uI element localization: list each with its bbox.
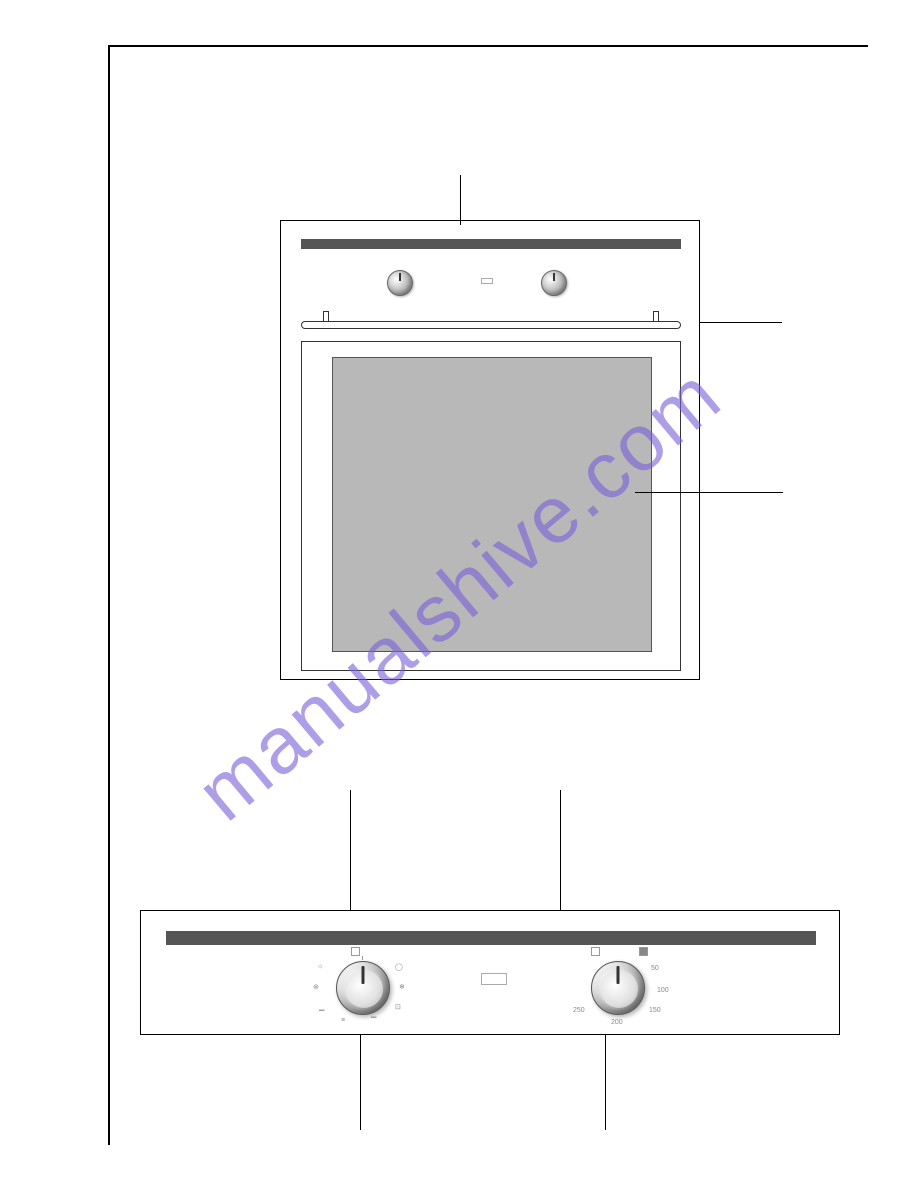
page-border-top [108, 45, 868, 47]
control-panel-diagram: ☼ ⊛ ▁ ≡ ▔ ⊡ ❄ ◯ 50 100 150 200 250 [140, 910, 840, 1035]
pointer-panel-bottom-left [360, 1035, 361, 1130]
function-knob-inner [345, 970, 383, 1008]
panel-vent-bar [166, 931, 816, 945]
temp-50: 50 [651, 965, 659, 972]
oven-handle-assembly [301, 311, 681, 341]
temperature-knob-small [541, 270, 567, 296]
pointer-panel-top-left [350, 790, 351, 910]
func-icon-light: ☼ [317, 963, 323, 970]
pointer-controls [460, 175, 461, 225]
func-icon-topbottom: ≡ [341, 1017, 345, 1024]
temp-250: 250 [573, 1007, 585, 1014]
func-icon-grill: ▔ [371, 1017, 376, 1025]
oven-window-glass [332, 357, 652, 652]
indicator-light-left [351, 947, 360, 956]
func-icon-defrost: ❄ [399, 983, 405, 991]
func-icon-conv: ◯ [395, 963, 403, 971]
pointer-panel-top-right [560, 790, 561, 910]
function-knob-small [387, 270, 413, 296]
temperature-knob-inner [600, 970, 638, 1008]
temp-200: 200 [611, 1019, 623, 1026]
oven-vent-bar [301, 239, 681, 249]
pointer-door [635, 492, 783, 493]
oven-center-label [481, 278, 493, 284]
indicator-light-right-2 [639, 947, 648, 956]
func-icon-bottom: ▁ [319, 1003, 324, 1011]
pointer-panel-bottom-right [605, 1035, 606, 1130]
panel-brand-label [481, 973, 507, 985]
temperature-knob [591, 961, 645, 1015]
temp-100: 100 [657, 987, 669, 994]
oven-front-diagram [280, 220, 700, 680]
oven-door [301, 341, 681, 671]
func-icon-fangrill: ⊡ [395, 1003, 401, 1011]
page-border-left [108, 45, 110, 1145]
indicator-light-right-1 [591, 947, 600, 956]
temp-150: 150 [649, 1007, 661, 1014]
func-icon-fan: ⊛ [313, 983, 319, 991]
oven-handle-bar [301, 321, 681, 329]
pointer-handle [700, 322, 782, 323]
function-knob [336, 961, 390, 1015]
func-mark-1 [362, 956, 363, 960]
